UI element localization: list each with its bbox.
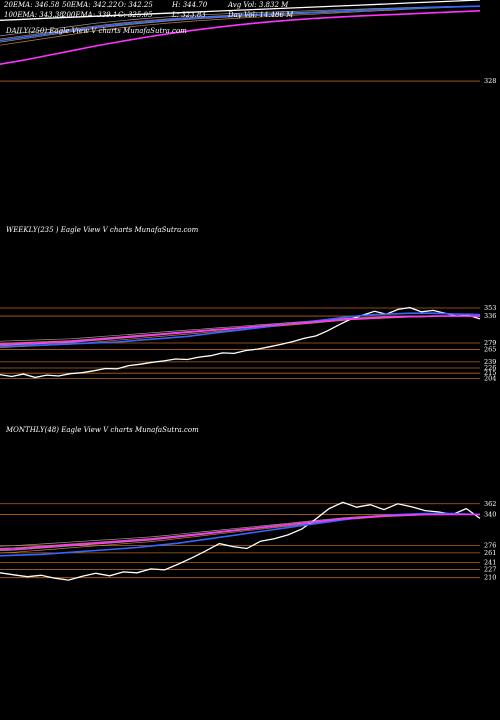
monthly-level-label: 210 — [484, 574, 496, 582]
weekly-level-label: 265 — [484, 346, 496, 354]
daily-series-line — [0, 5, 481, 42]
monthly-chart-title: MONTHLY(48) Eagle View V charts MunafaSu… — [5, 426, 199, 434]
daily-header-item: 100EMA: 343.38 — [4, 11, 64, 19]
monthly-series-line — [0, 501, 481, 581]
monthly-level-label: 362 — [484, 500, 496, 508]
monthly-level-label: 227 — [484, 565, 496, 573]
weekly-level-label: 336 — [484, 312, 496, 320]
monthly-level-label: 261 — [484, 549, 496, 557]
weekly-level-label: 353 — [484, 304, 496, 312]
weekly-series-line — [0, 315, 480, 346]
weekly-level-label: 226 — [484, 364, 496, 372]
weekly-series-line — [0, 306, 481, 379]
daily-header-item: L: 323.83 — [171, 11, 206, 19]
daily-series-line — [0, 10, 481, 65]
daily-chart-title: DAILY(250) Eagle View V charts MunafaSut… — [5, 27, 187, 35]
daily-header-item: Avg Vol: 3.832 M — [227, 1, 289, 9]
daily-level-label: 328 — [484, 77, 496, 85]
daily-header-item: C: 325.05 — [118, 11, 153, 19]
daily-header-item: 20EMA: 346.58 — [3, 1, 60, 9]
weekly-chart-title: WEEKLY(235 ) Eagle View V charts MunafaS… — [6, 226, 199, 234]
daily-ema-band — [0, 5, 481, 46]
monthly-level-label: 241 — [484, 559, 496, 567]
daily-header-item: H: 344.70 — [171, 1, 208, 9]
monthly-level-label: 340 — [484, 510, 496, 518]
daily-header-item: O: 342.25 — [118, 1, 153, 9]
weekly-level-label: 279 — [484, 339, 496, 347]
weekly-level-label: 215 — [484, 369, 496, 377]
monthly-series-line — [0, 513, 480, 551]
daily-series-line — [0, 0, 481, 21]
daily-header-item: Day Vol: 14.486 M — [227, 11, 294, 19]
daily-header-item: 200EMA: 339.1 — [61, 11, 117, 19]
weekly-series-line — [0, 312, 481, 348]
daily-header-item: 50EMA: 342.22 — [62, 1, 118, 9]
daily-ema-band — [0, 5, 481, 37]
weekly-level-label: 239 — [484, 358, 496, 366]
weekly-level-label: 204 — [484, 374, 496, 382]
monthly-series-line — [0, 512, 481, 557]
monthly-level-label: 276 — [484, 542, 496, 550]
